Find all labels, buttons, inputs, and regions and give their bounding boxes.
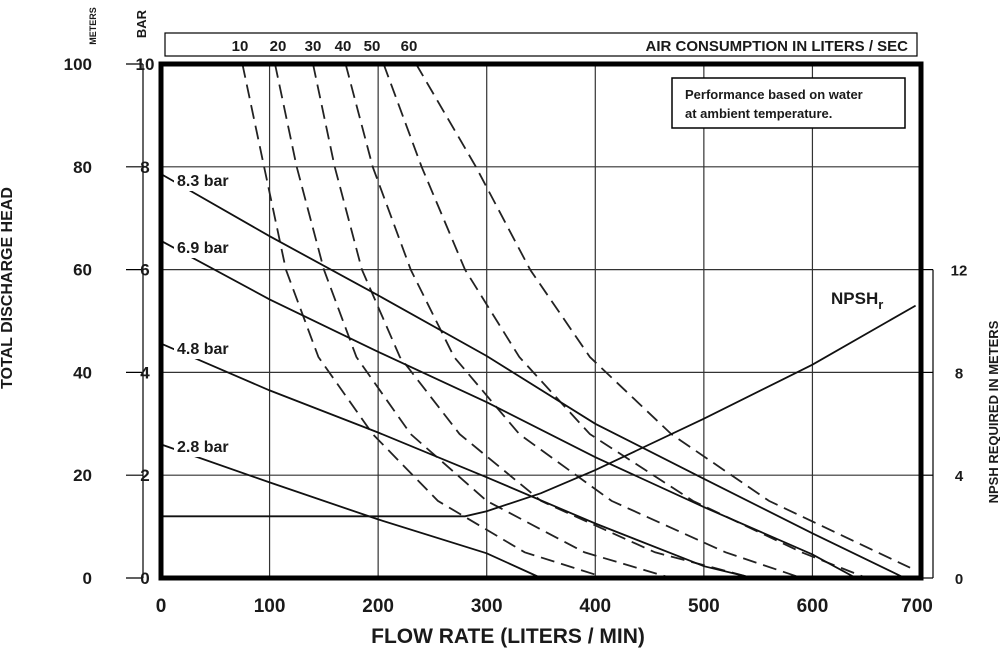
air-tick-label-30: 30 [305,38,322,55]
npsh-tick-label-4: 4 [955,468,964,485]
npsh-label-main: NPSH [831,289,878,308]
x-tick-label-100: 100 [254,596,286,617]
air-curve-10 [241,64,607,578]
meters-tick-label-80: 80 [73,158,92,177]
bar-tick-label-8: 8 [140,158,149,177]
x-tick-label-600: 600 [797,596,829,617]
pressure-label-bg [174,236,244,258]
npsh-tick-label-8: 8 [955,365,963,382]
air-tick-label-40: 40 [335,38,352,55]
meters-tick-label-60: 60 [73,261,92,280]
npsh-tick-label-12: 12 [951,263,968,280]
npsh-label-sub: r [878,297,883,312]
x-tick-label-700: 700 [901,596,933,617]
y2-axis-title: NPSH REQUIRED IN METERS [986,320,1000,503]
air-tick-label-60: 60 [401,38,418,55]
bar-unit-label: BAR [134,9,149,38]
note-line-2: at ambient temperature. [685,106,832,121]
npsh-group [161,304,917,518]
pressure-curve-2-8-bar [160,443,542,579]
pressure-curve-8-3-bar [160,173,906,579]
air-curve-50 [382,64,868,578]
air-curve-60 [415,64,911,569]
meters-tick-label-40: 40 [73,363,92,382]
air-tick-label-50: 50 [364,38,381,55]
pressure-label-8-3-bar: 8.3 bar [177,173,229,190]
air-header-box [164,32,918,57]
pressure-curve-4-8-bar [160,342,753,579]
npsh-tick-label-0: 0 [955,571,963,588]
air-tick-label-10: 10 [232,38,249,55]
pressure-curve-6-9-bar [160,240,857,579]
air-consumption-label: AIR CONSUMPTION IN LITERS / SEC [645,38,908,55]
pressure-label-bg [174,435,244,457]
npsh-curve [161,304,917,518]
pressure-label-bg [174,337,244,359]
bar-tick-label-6: 6 [140,261,149,280]
note-box [671,77,906,129]
pressure-label-4-8-bar: 4.8 bar [177,341,229,358]
x-tick-label-400: 400 [579,596,611,617]
bar-tick-label-0: 0 [140,569,149,588]
frame [158,61,924,581]
y-axis-title: TOTAL DISCHARGE HEAD [0,187,16,389]
pressure-label-6-9-bar: 6.9 bar [177,240,229,257]
grid [161,64,921,578]
note-line-1: Performance based on water [685,87,863,102]
meters-tick-label-20: 20 [73,466,92,485]
x-tick-label-300: 300 [471,596,503,617]
air-curve-30 [312,64,753,578]
air-curves [241,64,911,578]
meters-unit-label: METERS [88,7,98,45]
bar-tick-label-4: 4 [140,363,150,382]
air-tick-label-20: 20 [270,38,287,55]
air-curve-20 [274,64,672,578]
pressure-label-2-8-bar: 2.8 bar [177,439,229,456]
bar-tick-label-2: 2 [140,466,149,485]
meters-tick-label-0: 0 [83,569,92,588]
meters-tick-label-100: 100 [64,55,92,74]
plot-frame [158,61,924,581]
pressure-label-bg [174,169,244,191]
pressure-curves [160,173,906,579]
npsh-label: NPSHr [831,289,883,312]
x-axis-title: FLOW RATE (LITERS / MIN) [371,625,645,648]
bar-tick-label-10: 10 [136,55,155,74]
x-tick-label-0: 0 [156,596,167,617]
air-curve-40 [344,64,802,578]
x-tick-label-500: 500 [688,596,720,617]
x-tick-label-200: 200 [362,596,394,617]
